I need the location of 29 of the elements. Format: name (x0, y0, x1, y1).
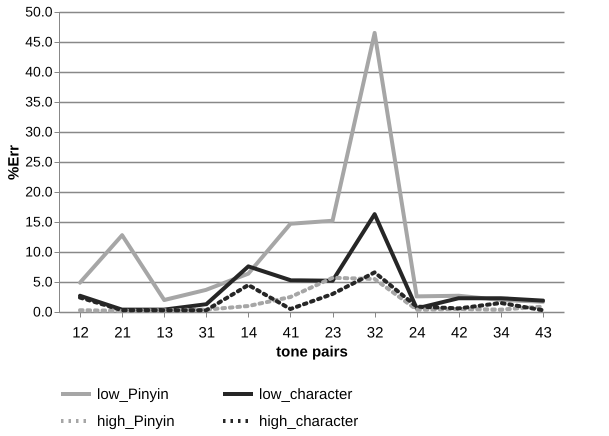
y-tick-label: 35.0 (25, 94, 53, 110)
x-tick-label: 34 (493, 324, 510, 342)
legend-label: high_Pinyin (97, 413, 175, 430)
x-tick-label: 42 (450, 324, 468, 342)
x-tick-label: 31 (198, 324, 216, 342)
x-tick-label: 14 (240, 324, 258, 342)
legend-label: low_character (259, 386, 352, 403)
y-tick-label: 0.0 (33, 304, 53, 320)
x-tick-label: 32 (366, 324, 384, 342)
legend-label: low_Pinyin (97, 386, 169, 403)
x-tick-label: 23 (324, 324, 342, 342)
x-axis-title: tone pairs (276, 344, 348, 360)
y-tick-label: 45.0 (25, 34, 53, 50)
y-tick-label: 20.0 (25, 184, 53, 200)
y-tick-label: 30.0 (25, 124, 53, 140)
y-tick-label: 40.0 (25, 64, 53, 80)
y-tick-label: 50.0 (25, 4, 53, 20)
y-tick-label: 15.0 (25, 214, 53, 230)
x-tick-label: 24 (408, 324, 426, 342)
legend-label: high_character (259, 413, 358, 430)
x-tick-label: 12 (72, 324, 89, 342)
y-axis-title: %Err (5, 144, 22, 180)
x-tick-label: 21 (114, 324, 131, 342)
x-tick-label: 41 (282, 324, 300, 342)
x-tick-label: 43 (535, 324, 552, 342)
y-tick-label: 25.0 (25, 154, 53, 170)
x-tick-label: 13 (156, 324, 174, 342)
y-tick-label: 10.0 (25, 244, 53, 260)
y-tick-label: 5.0 (33, 274, 53, 290)
